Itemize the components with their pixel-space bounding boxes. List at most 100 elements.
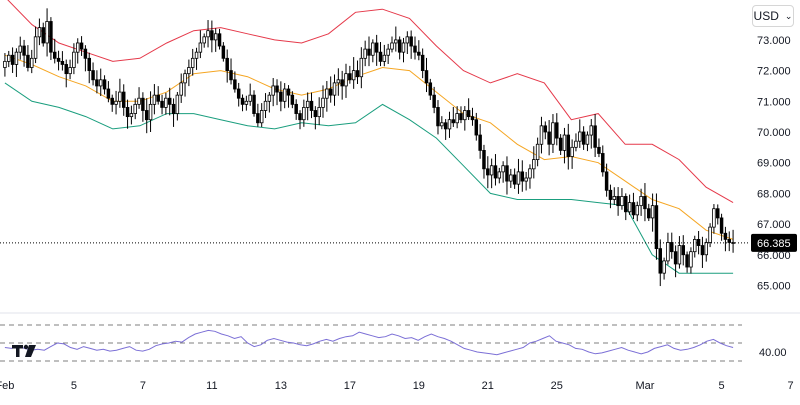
candle-body: [558, 137, 563, 151]
candle-body: [555, 122, 559, 139]
candle-body: [194, 51, 199, 59]
currency-selector[interactable]: USD ⌄: [752, 5, 794, 27]
candle-body: [263, 100, 268, 111]
candle-body: [332, 82, 337, 96]
candle-body: [673, 251, 678, 265]
candle-body: [102, 79, 107, 90]
candle-body: [631, 202, 636, 216]
candle-body: [539, 125, 544, 145]
candle-body: [643, 196, 647, 210]
candle-body: [22, 45, 26, 56]
candle-body: [321, 97, 325, 108]
price-tick-label: 66.000: [757, 250, 791, 262]
candle-body: [160, 100, 164, 108]
candle-body: [639, 196, 643, 207]
time-tick-label: 21: [482, 380, 494, 392]
price-tick-label: 69.000: [757, 158, 791, 170]
candle-body: [290, 94, 295, 105]
candle-body: [512, 174, 517, 185]
currency-label: USD: [753, 9, 779, 23]
candle-body: [562, 134, 567, 151]
candle-body: [597, 146, 601, 154]
candle-body: [302, 107, 306, 121]
candle-body: [516, 171, 521, 185]
candle-body: [394, 39, 398, 44]
candle-body: [566, 134, 571, 157]
candle-body: [167, 97, 172, 105]
candle-body: [252, 94, 256, 114]
price-tick-label: 70.000: [757, 127, 791, 139]
middle-band-line: [4, 54, 734, 240]
candle-body: [91, 70, 95, 81]
candle-body: [551, 122, 555, 145]
candle-body: [206, 30, 210, 38]
candle-body: [355, 70, 360, 78]
candle-body: [578, 131, 582, 142]
candle-body: [689, 251, 693, 268]
candle-body: [401, 42, 406, 53]
candle-body: [137, 97, 141, 105]
candle-body: [152, 94, 157, 105]
candle-body: [275, 85, 279, 93]
candle-body: [486, 168, 490, 176]
candle-body: [417, 51, 421, 56]
candle-body: [217, 33, 222, 47]
time-tick-label: 5: [71, 380, 77, 392]
candle-body: [106, 88, 111, 99]
candle-body: [344, 73, 348, 87]
candle-body: [14, 51, 19, 65]
candle-body: [647, 208, 651, 219]
candle-body: [187, 67, 191, 75]
candle-body: [727, 239, 731, 243]
candle-body: [424, 70, 429, 84]
time-tick-label: 19: [413, 380, 425, 392]
candle-body: [198, 42, 203, 53]
lower-band-line: [4, 82, 734, 274]
upper-band-line: [7, 0, 734, 204]
candle-body: [41, 27, 45, 44]
candle-body: [497, 171, 502, 179]
time-tick-label: 25: [551, 380, 563, 392]
candle-body: [340, 79, 344, 87]
candle-body: [612, 196, 617, 200]
candle-body: [213, 33, 218, 41]
candle-body: [685, 254, 689, 268]
candle-body: [190, 57, 195, 68]
candle-body: [704, 242, 708, 256]
rsi-tick-label: 40.00: [759, 347, 787, 359]
candle-body: [570, 146, 574, 157]
candle-body: [650, 205, 655, 219]
candle-body: [482, 149, 486, 170]
candle-body: [259, 110, 264, 124]
candle-body: [658, 248, 663, 274]
candle-body: [294, 103, 298, 114]
candle-body: [244, 100, 249, 105]
candle-body: [420, 54, 425, 71]
price-tick-label: 67.000: [757, 219, 791, 231]
candle-body: [712, 208, 716, 228]
candle-body: [543, 125, 548, 133]
candle-body: [98, 79, 103, 87]
price-tick-label: 71.000: [757, 96, 791, 108]
time-tick-label: Mar: [635, 380, 654, 392]
candle-body: [409, 36, 413, 47]
candle-body: [309, 100, 314, 111]
candle-body: [210, 30, 214, 41]
candle-body: [654, 205, 659, 250]
candle-body: [225, 57, 229, 71]
candle-body: [45, 21, 49, 44]
candle-body: [593, 125, 597, 148]
candle-body: [236, 88, 241, 99]
candle-body: [141, 97, 145, 111]
candle-body: [286, 88, 291, 96]
candle-body: [489, 165, 494, 176]
candle-body: [75, 42, 80, 53]
candle-body: [524, 177, 528, 182]
candle-body: [501, 165, 505, 173]
candle-body: [367, 48, 371, 56]
candle-body: [95, 79, 99, 87]
candle-body: [171, 103, 176, 114]
candle-body: [719, 217, 724, 234]
candle-body: [148, 103, 153, 121]
